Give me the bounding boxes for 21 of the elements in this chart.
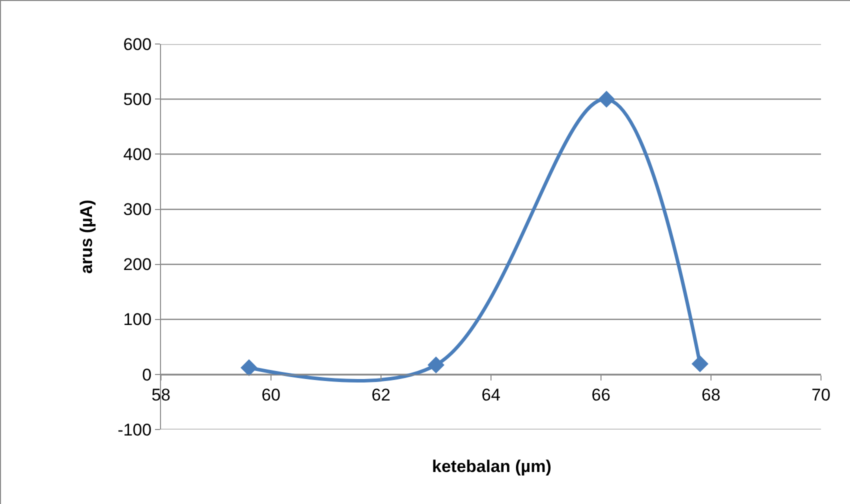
x-tick-label: 64 [482, 386, 500, 405]
y-tick-label: 500 [123, 90, 152, 110]
y-tick-label: 400 [123, 145, 152, 164]
x-tick-label: 70 [812, 386, 830, 405]
point [428, 356, 444, 374]
x-tick-label: 68 [702, 386, 720, 405]
y-tick-label: 300 [123, 200, 152, 220]
point [692, 355, 708, 372]
y-tick-label: 100 [123, 310, 152, 330]
x-tick-label: 62 [372, 386, 390, 405]
y-tick-label: 200 [123, 255, 152, 274]
point [240, 359, 258, 376]
x-tick-label: 60 [262, 386, 280, 405]
point [598, 90, 615, 108]
x-tick-label: 66 [592, 386, 610, 405]
x-tick-label: 58 [152, 386, 170, 405]
x-axis-title: ketebalan (µm) [432, 457, 552, 476]
y-tick-label: 0 [142, 365, 152, 384]
y-axis-title: arus (µA) [77, 200, 96, 274]
y-tick-label: 600 [123, 35, 152, 54]
y-tick-label: -100 [118, 420, 152, 440]
